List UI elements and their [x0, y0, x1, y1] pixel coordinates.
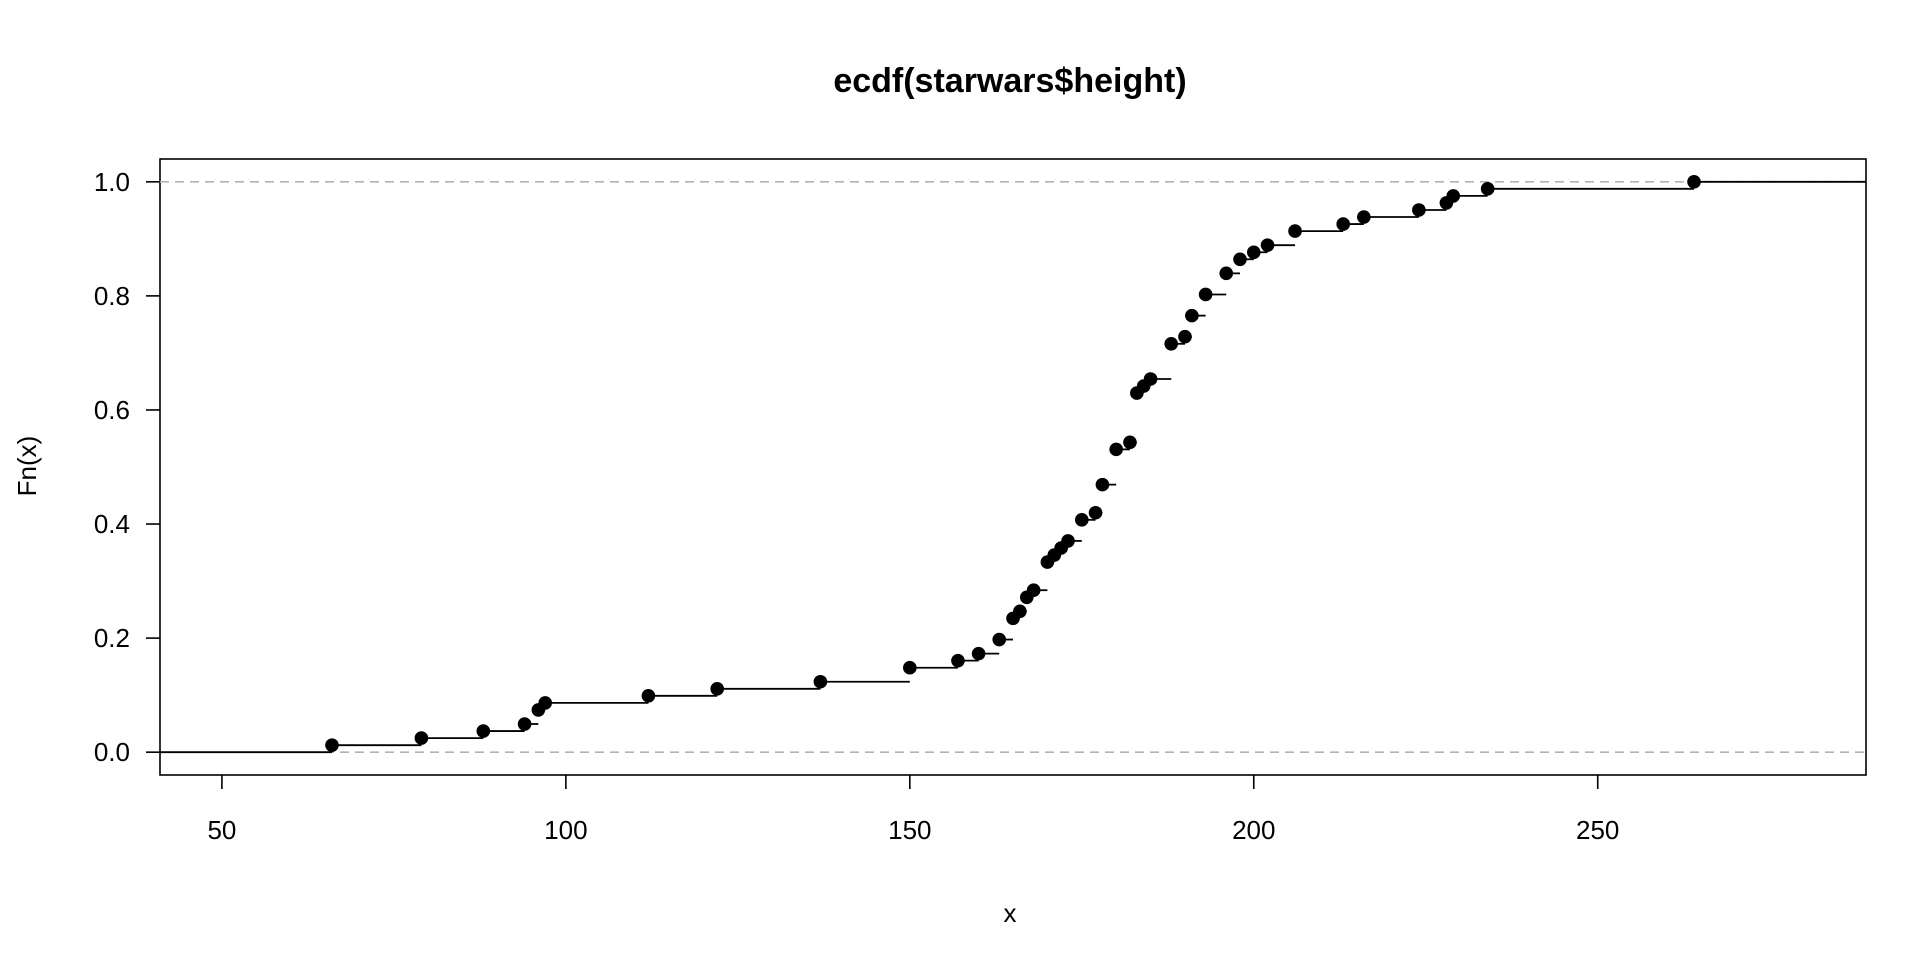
data-point [325, 738, 339, 752]
data-point [1178, 329, 1192, 344]
x-tick-label: 250 [1576, 815, 1619, 845]
data-point [971, 646, 986, 661]
y-tick-label: 1.0 [94, 167, 130, 197]
y-tick-label: 0.6 [94, 395, 130, 425]
x-tick-label: 50 [207, 815, 236, 845]
data-point [1013, 604, 1027, 619]
data-point [1095, 477, 1110, 492]
data-point [1687, 175, 1701, 189]
data-point [1219, 266, 1234, 281]
data-point [1260, 238, 1275, 252]
data-point [992, 632, 1007, 647]
data-point [1088, 505, 1103, 520]
data-point [1123, 435, 1137, 450]
data-point [1198, 287, 1213, 302]
data-point [1143, 372, 1158, 386]
data-point [1233, 252, 1247, 267]
data-point [903, 660, 917, 675]
data-point [1480, 182, 1495, 196]
data-point [813, 674, 828, 689]
x-tick-label: 100 [544, 815, 587, 845]
y-tick-label: 0.8 [94, 281, 130, 311]
data-point [710, 682, 725, 696]
data-point [1164, 337, 1179, 351]
x-axis-label: x [1004, 898, 1017, 928]
x-tick-label: 200 [1232, 815, 1275, 845]
x-tick-label: 150 [888, 815, 931, 845]
data-point [1246, 245, 1261, 260]
y-tick-label: 0.0 [94, 737, 130, 767]
data-point [538, 696, 553, 710]
plot-area: 50 100 150 200 250 0.0 0.2 0.4 0.6 0.8 1.0 [94, 158, 1867, 845]
data-point [1412, 203, 1426, 217]
data-point [414, 731, 429, 745]
data-point [641, 689, 656, 703]
y-axis-label: Fn(x) [12, 436, 42, 497]
data-point [951, 653, 965, 668]
data-point [1074, 513, 1089, 527]
data-point [1109, 442, 1123, 457]
data-point [1357, 210, 1371, 224]
data-point [1061, 534, 1075, 548]
data-point [476, 724, 491, 738]
data-point [1446, 189, 1461, 203]
data-point [1336, 217, 1350, 231]
y-tick-label: 0.4 [94, 509, 130, 539]
data-point [517, 717, 532, 731]
data-point [1185, 308, 1199, 323]
data-point [1288, 224, 1302, 238]
data-point [1026, 583, 1041, 597]
chart-title: ecdf(starwars$height) [833, 62, 1186, 100]
y-tick-label: 0.2 [94, 623, 130, 653]
plot-frame [159, 158, 1867, 776]
